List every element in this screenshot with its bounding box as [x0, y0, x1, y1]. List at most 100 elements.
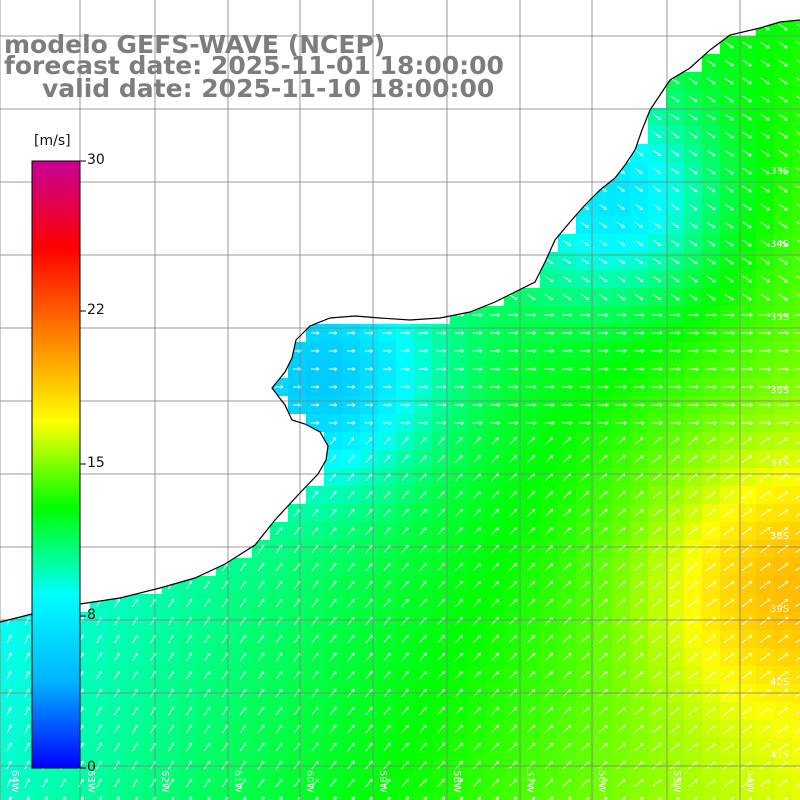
wind-arrow [365, 724, 373, 734]
wind-arrow [760, 203, 770, 211]
wind-arrow [491, 490, 500, 500]
wind-arrow [351, 796, 355, 800]
wind-arrow [652, 634, 662, 644]
wind-arrow [706, 203, 716, 211]
lat-label: 34S [770, 239, 789, 250]
wind-arrow [365, 580, 373, 590]
wind-arrow [437, 562, 445, 572]
wind-arrow [131, 778, 139, 788]
wind-arrow [778, 77, 788, 85]
wind-arrow [418, 349, 428, 353]
wind-arrow [437, 526, 445, 536]
wind-arrow [239, 598, 247, 608]
wind-arrow [777, 385, 789, 389]
wind-arrow [472, 670, 482, 680]
wind-arrow [275, 742, 283, 752]
wind-arrow [777, 761, 789, 769]
wind-arrow [777, 634, 789, 644]
wind-arrow [652, 131, 662, 139]
wind-arrow [526, 313, 537, 317]
wind-arrow [615, 403, 627, 407]
wind-arrow [742, 437, 753, 445]
wind-arrow [203, 634, 211, 644]
wind-arrow [724, 239, 734, 247]
wind-arrow [473, 562, 482, 572]
wind-arrow [490, 670, 500, 680]
wind-arrow [508, 760, 518, 770]
wind-arrow [652, 526, 662, 535]
wind-arrow [454, 349, 465, 353]
wind-arrow [670, 670, 680, 679]
wind-arrow [759, 707, 771, 715]
wind-arrow [688, 185, 698, 193]
wind-arrow [760, 59, 770, 67]
wind-arrow [634, 742, 644, 751]
wind-arrow [652, 706, 662, 715]
wind-arrow [742, 221, 752, 229]
wind-arrow [383, 760, 391, 770]
wind-arrow [633, 331, 645, 335]
wind-arrow [795, 441, 800, 445]
wind-arrow [634, 760, 644, 769]
wind-arrow [616, 742, 626, 752]
wind-arrow [687, 562, 699, 572]
wind-arrow [669, 331, 681, 335]
wind-arrow [437, 634, 445, 644]
wind-arrow [508, 436, 518, 445]
wind-arrow [777, 437, 789, 445]
wind-arrow [706, 257, 716, 265]
wind-arrow [796, 293, 800, 297]
wind-arrow [795, 332, 800, 334]
wind-arrow [401, 760, 409, 770]
wind-arrow [616, 526, 626, 535]
wind-arrow [724, 275, 734, 283]
wind-arrow [491, 454, 500, 463]
wind-arrow [580, 652, 590, 662]
wind-arrow [579, 385, 591, 389]
colorbar-unit: [m/s] [34, 133, 71, 149]
wind-arrow [239, 706, 247, 716]
wind-arrow [24, 706, 30, 716]
wind-arrow [796, 185, 800, 189]
wind-arrow [724, 185, 734, 193]
wind-arrow [454, 367, 465, 371]
wind-arrow [239, 724, 247, 734]
wind-arrow [705, 331, 717, 335]
wind-arrow [419, 634, 427, 644]
wind-arrow [185, 742, 193, 752]
wind-arrow [777, 725, 789, 733]
wind-arrow [634, 275, 644, 283]
wind-arrow [777, 652, 789, 662]
lat-label: 36S [770, 385, 789, 396]
wind-arrow [688, 275, 698, 283]
wind-arrow [418, 403, 428, 407]
wind-arrow [329, 580, 337, 590]
wind-arrow [796, 5, 800, 9]
wind-arrow [742, 275, 752, 283]
wind-arrow [472, 385, 483, 389]
wind-arrow [580, 508, 590, 517]
wind-arrow [778, 257, 788, 265]
wind-arrow [383, 455, 391, 463]
wind-arrow [383, 526, 391, 536]
wind-arrow [580, 724, 590, 734]
wind-arrow [383, 724, 391, 734]
wind-arrow [167, 652, 175, 662]
wind-arrow [597, 403, 609, 407]
wind-arrow [634, 724, 644, 733]
wind-arrow [796, 113, 800, 117]
wind-arrow [526, 598, 536, 608]
wind-arrow [544, 706, 554, 716]
wind-arrow [687, 652, 699, 662]
wind-arrow [96, 652, 102, 662]
lat-label: 38S [770, 531, 789, 542]
wind-arrow [562, 652, 572, 662]
wind-arrow [706, 490, 717, 499]
wind-arrow [365, 760, 373, 770]
wind-arrow [562, 760, 572, 770]
wind-arrow [742, 149, 752, 157]
wind-arrow [777, 313, 789, 317]
wind-arrow [634, 580, 644, 590]
wind-arrow [6, 724, 12, 734]
